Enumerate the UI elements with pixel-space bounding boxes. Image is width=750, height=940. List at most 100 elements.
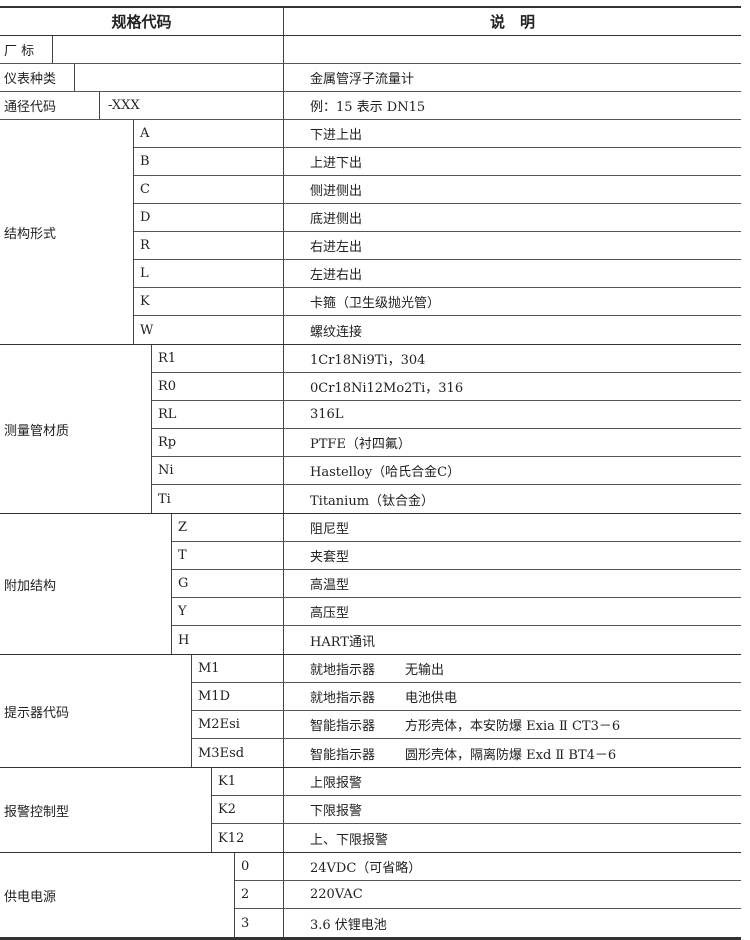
table-row: 通径代码 -XXX 例：15 表示 DN15	[0, 92, 741, 120]
row-description: 例：15 表示 DN15	[310, 100, 426, 115]
table-row: L 左进右出	[134, 260, 741, 288]
group-rows: A 下进上出 B 上进下出 C 侧进侧出 D 底进侧出 R 右进左出 L 左进右出 K 卡箍（卫生级抛光管…	[134, 120, 741, 344]
description-main: 316L	[310, 407, 344, 422]
row-code: K12	[212, 824, 284, 852]
group-label: 结构形式	[0, 120, 134, 344]
description-main: HART通讯	[310, 634, 375, 650]
row-description: 侧进侧出	[284, 176, 741, 203]
row-description: 0Cr18Ni12Mo2Ti，316	[284, 373, 741, 400]
table-row: D 底进侧出	[134, 204, 741, 232]
description-main: 高压型	[310, 606, 350, 621]
row-code: W	[134, 316, 284, 344]
row-code: 0	[235, 853, 284, 880]
row-label: 厂 标	[0, 36, 53, 63]
table-row: B 上进下出	[134, 148, 741, 176]
row-description: 金属管浮子流量计	[310, 72, 415, 87]
description-main: 24VDC（可省略）	[310, 861, 422, 876]
row-code: A	[134, 120, 284, 147]
row-label: 通径代码	[0, 92, 100, 119]
table-row: K2 下限报警	[212, 796, 741, 824]
spec-group: 结构形式 A 下进上出 B 上进下出 C 侧进侧出 D 底进侧出 R 右进左出 L 左进右出 K 卡箍（卫生…	[0, 120, 741, 345]
code-cell: 厂 标	[0, 36, 284, 63]
description-main: 1Cr18Ni9Ti，304	[310, 353, 426, 368]
table-row: 仪表种类 金属管浮子流量计	[0, 64, 741, 92]
row-code: Y	[172, 598, 284, 625]
row-code: R0	[152, 373, 284, 400]
row-description: 智能指示器 方形壳体，本安防爆 Exia Ⅱ CT3－6	[284, 711, 741, 738]
table-row: K1 上限报警	[212, 768, 741, 796]
row-code: Ni	[152, 457, 284, 484]
row-description: 下限报警	[284, 796, 741, 823]
table-row: Rp PTFE（衬四氟）	[152, 429, 741, 457]
spec-group: 附加结构 Z 阻尼型 T 夹套型 G 高温型 Y 高压型 H HART通讯	[0, 514, 741, 655]
table-row: Y 高压型	[172, 598, 741, 626]
row-description: 夹套型	[284, 542, 741, 569]
description-main: 下进上出	[310, 128, 363, 143]
row-code: 3	[235, 909, 284, 937]
row-code: -XXX	[108, 98, 140, 113]
spec-group: 供电电源 0 24VDC（可省略） 2 220VAC 3 3.6 伏锂电池	[0, 853, 741, 937]
header-code: 规格代码	[0, 8, 284, 35]
description-main: 220VAC	[310, 887, 363, 902]
group-rows: 0 24VDC（可省略） 2 220VAC 3 3.6 伏锂电池	[235, 853, 741, 937]
row-description: 底进侧出	[284, 204, 741, 231]
row-description: 上进下出	[284, 148, 741, 175]
row-description: 上、下限报警	[284, 824, 741, 852]
table-row: K12 上、下限报警	[212, 824, 741, 852]
row-description: 24VDC（可省略）	[284, 853, 741, 880]
row-code: M1D	[192, 683, 284, 710]
row-code: R	[134, 232, 284, 259]
table-row: 厂 标	[0, 36, 741, 64]
description-main: 底进侧出	[310, 212, 363, 227]
row-description: 220VAC	[284, 881, 741, 908]
description-main: 侧进侧出	[310, 184, 363, 199]
row-code: K2	[212, 796, 284, 823]
table-row: Z 阻尼型	[172, 514, 741, 542]
table-row: Ti Titanium（钛合金）	[152, 485, 741, 513]
description-main: 3.6 伏锂电池	[310, 917, 387, 933]
row-code: K1	[212, 768, 284, 795]
spec-code-table: 规格代码 说 明 厂 标仪表种类 金属管浮子流量计通径代码 -XXX 例：15 表示 …	[0, 6, 741, 940]
table-row: C 侧进侧出	[134, 176, 741, 204]
row-code: H	[172, 626, 284, 654]
group-label: 供电电源	[0, 853, 235, 937]
table-row: K 卡箍（卫生级抛光管）	[134, 288, 741, 316]
row-code: G	[172, 570, 284, 597]
description-main: 就地指示器	[310, 663, 376, 678]
row-description: 阻尼型	[284, 514, 741, 541]
group-label: 附加结构	[0, 514, 172, 654]
row-description: HART通讯	[284, 626, 741, 654]
description-main: 阻尼型	[310, 522, 350, 537]
table-row: M1 就地指示器 无输出	[192, 655, 741, 683]
spec-group: 测量管材质 R1 1Cr18Ni9Ti，304 R0 0Cr18Ni12Mo2Ti，31…	[0, 345, 741, 514]
table-row: T 夹套型	[172, 542, 741, 570]
group-rows: K1 上限报警 K2 下限报警 K12 上、下限报警	[212, 768, 741, 852]
row-description: Titanium（钛合金）	[284, 485, 741, 513]
description-main: 就地指示器	[310, 691, 376, 706]
table-row: R 右进左出	[134, 232, 741, 260]
row-code: M2Esi	[192, 711, 284, 738]
group-label: 提示器代码	[0, 655, 192, 767]
table-header: 规格代码 说 明	[0, 8, 741, 36]
description-main: 智能指示器	[310, 747, 376, 763]
row-code: D	[134, 204, 284, 231]
row-description: Hastelloy（哈氏合金C）	[284, 457, 741, 484]
code-cell: 仪表种类	[0, 64, 284, 91]
row-code: B	[134, 148, 284, 175]
row-description: 1Cr18Ni9Ti，304	[284, 345, 741, 372]
row-code: R1	[152, 345, 284, 372]
row-description: 就地指示器 电池供电	[284, 683, 741, 710]
table-row: W 螺纹连接	[134, 316, 741, 344]
row-description: PTFE（衬四氟）	[284, 429, 741, 456]
row-description: 右进左出	[284, 232, 741, 259]
row-description: 螺纹连接	[284, 316, 741, 344]
description-main: 下限报警	[310, 804, 363, 819]
row-description: 3.6 伏锂电池	[284, 909, 741, 937]
description-main: 左进右出	[310, 268, 363, 283]
table-row: 3 3.6 伏锂电池	[235, 909, 741, 937]
code-cell: 通径代码 -XXX	[0, 92, 284, 119]
row-code: L	[134, 260, 284, 287]
row-description: 316L	[284, 401, 741, 428]
description-main: 0Cr18Ni12Mo2Ti，316	[310, 381, 464, 396]
table-row: H HART通讯	[172, 626, 741, 654]
